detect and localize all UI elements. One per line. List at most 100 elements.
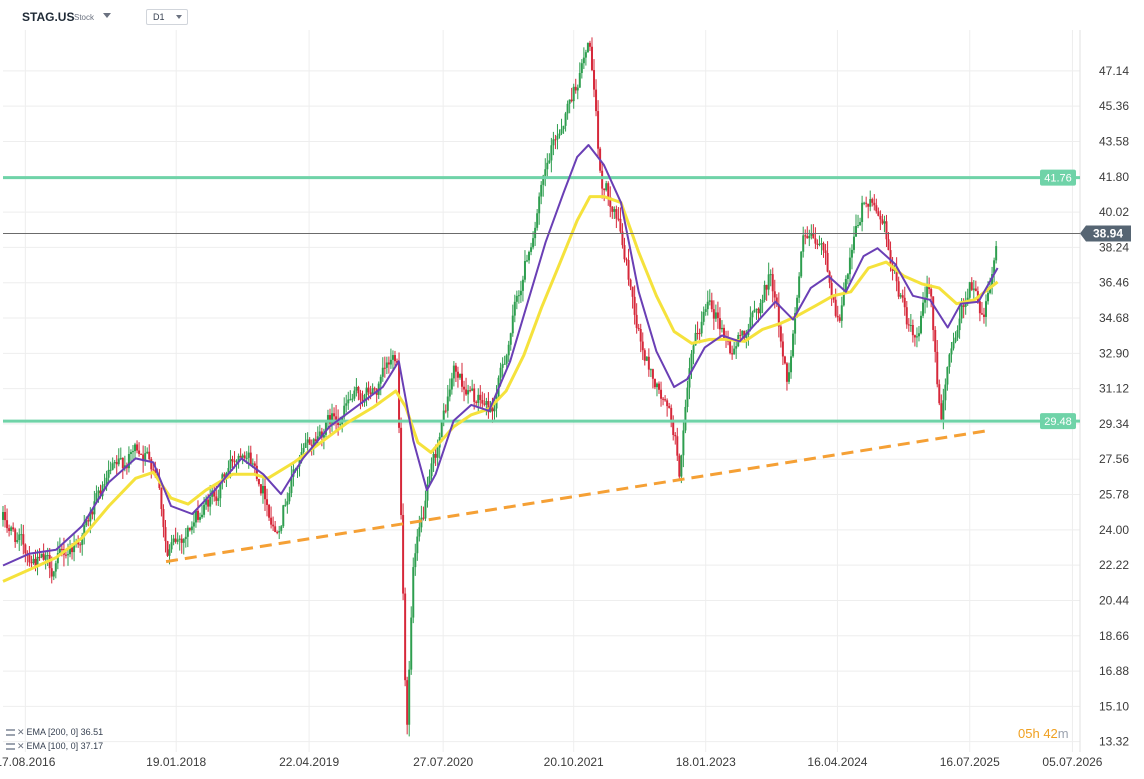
indicator-value: 37.17 <box>80 741 104 751</box>
candle-body <box>353 390 356 399</box>
candle-body <box>586 42 589 53</box>
candle-body <box>178 538 181 540</box>
candle-body <box>542 175 545 185</box>
candle-body <box>974 288 977 292</box>
candle-body <box>60 548 63 550</box>
symbol-dropdown-caret-icon[interactable] <box>103 13 111 18</box>
current-price-tag <box>1080 225 1131 242</box>
indicator-value: 36.51 <box>80 727 104 737</box>
candle-body <box>991 274 994 287</box>
candle-body <box>946 367 949 385</box>
close-icon[interactable]: ✕ <box>17 741 25 751</box>
candle-body <box>731 353 734 355</box>
candle-body <box>446 396 449 411</box>
candle-body <box>117 458 120 465</box>
candle-body <box>322 434 325 438</box>
settings-icon[interactable] <box>6 729 15 737</box>
countdown-hours-unit: h <box>1032 726 1040 741</box>
candle-body <box>995 246 998 261</box>
candle-body <box>257 478 260 485</box>
candle-body <box>349 399 352 401</box>
candle-body <box>385 362 388 368</box>
candle-body <box>127 454 130 469</box>
candle-body <box>461 373 464 387</box>
candle-body <box>970 282 973 290</box>
candle-body <box>631 286 634 297</box>
candle-body <box>430 463 433 477</box>
candle-body <box>64 554 67 556</box>
candle-body <box>812 233 815 239</box>
candle-body <box>775 297 778 305</box>
price-tick-label: 20.44 <box>1099 593 1129 607</box>
candle-body <box>255 465 258 479</box>
candle-body <box>162 509 165 528</box>
candle-body <box>883 221 886 224</box>
candle-body <box>499 367 502 378</box>
candle-body <box>14 529 17 542</box>
candle-body <box>304 442 307 448</box>
chart-toolbar: STAG.US Stock D1 <box>0 0 1080 32</box>
candle-body <box>950 348 953 355</box>
candle-body <box>930 289 933 297</box>
candle-body <box>802 235 805 252</box>
indicator-legend-ema-200[interactable]: ✕ EMA [200, 0] 36.51 <box>6 727 103 738</box>
candle-body <box>36 556 39 567</box>
candle-body <box>785 363 788 382</box>
candle-body <box>859 222 862 226</box>
candle-body <box>324 422 327 435</box>
date-tick-label: 05.07.2026 <box>1042 755 1102 769</box>
candle-body <box>670 407 673 423</box>
candle-body <box>404 593 407 681</box>
candle-body <box>676 436 679 456</box>
candle-body <box>857 225 860 227</box>
candle-body <box>637 327 640 329</box>
candle-body <box>203 504 206 515</box>
settings-icon[interactable] <box>6 743 15 751</box>
candle-body <box>749 317 752 330</box>
candle-body <box>209 496 212 507</box>
candle-body <box>99 490 102 497</box>
indicator-legend-ema-100[interactable]: ✕ EMA [100, 0] 37.17 <box>6 741 103 752</box>
candle-body <box>643 350 646 361</box>
candle-body <box>458 373 461 378</box>
candle-body <box>769 274 772 276</box>
candle-body <box>836 315 839 318</box>
symbol-label[interactable]: STAG.US <box>22 10 75 24</box>
candle-body <box>907 324 910 326</box>
candle-body <box>22 534 25 545</box>
candle-body <box>475 401 478 403</box>
candle-body <box>739 335 742 337</box>
price-axis[interactable]: 47.14 45.36 43.58 41.80 40.02 38.24 36.46 34.68… <box>1099 64 1129 749</box>
timeframe-select[interactable]: D1 <box>146 9 188 25</box>
candle-body <box>44 555 47 560</box>
horizontal-levels: 41.76 29.48 <box>3 169 1080 430</box>
candle-body <box>584 52 587 58</box>
candle-body <box>968 282 971 298</box>
date-tick-label: 20.10.2021 <box>544 755 604 769</box>
candle-countdown: 05h 42m <box>1018 726 1069 741</box>
date-tick-label: 16.04.2024 <box>807 755 867 769</box>
candle-body <box>278 530 281 533</box>
candle-body <box>288 493 291 502</box>
candle-body <box>716 312 719 319</box>
candle-body <box>511 315 514 334</box>
candle-body <box>562 125 565 130</box>
candle-body <box>367 387 370 393</box>
candle-body <box>343 405 346 417</box>
candle-body <box>536 213 539 228</box>
candle-body <box>702 311 705 322</box>
candle-body <box>712 309 715 319</box>
candle-body <box>578 73 581 88</box>
candle-body <box>83 525 86 536</box>
candle-body <box>347 399 350 404</box>
close-icon[interactable]: ✕ <box>17 727 25 737</box>
candle-body <box>302 447 305 453</box>
candle-body <box>767 274 770 290</box>
candle-body <box>215 496 218 501</box>
time-axis[interactable]: 17.08.2016 19.01.2018 22.04.2019 27.07.2020… <box>0 755 1103 769</box>
candle-body <box>144 453 147 462</box>
price-tick-label: 29.34 <box>1099 417 1129 431</box>
candle-body <box>846 274 849 279</box>
price-tick-label: 41.80 <box>1099 170 1129 184</box>
